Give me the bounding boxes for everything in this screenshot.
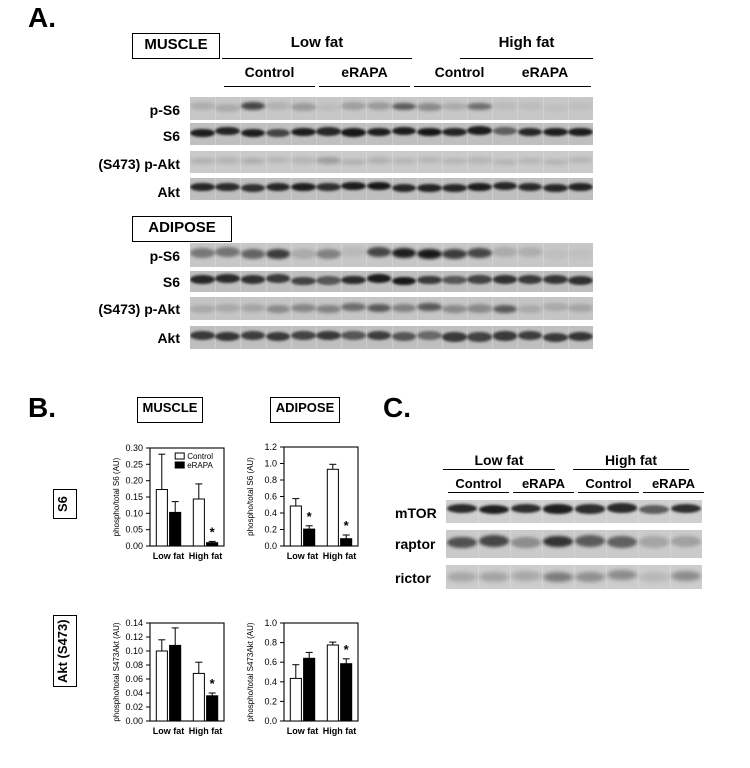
svg-text:*: * bbox=[210, 524, 216, 539]
svg-text:0.0: 0.0 bbox=[264, 716, 277, 726]
svg-text:High fat: High fat bbox=[323, 726, 357, 736]
svg-text:phospho/total S473Akt (AU): phospho/total S473Akt (AU) bbox=[112, 622, 121, 722]
svg-text:Low fat: Low fat bbox=[287, 551, 319, 561]
svg-text:0.12: 0.12 bbox=[125, 632, 143, 642]
svg-text:0.05: 0.05 bbox=[125, 525, 143, 535]
svg-text:*: * bbox=[344, 518, 350, 533]
svg-text:phospho/total S6 (AU): phospho/total S6 (AU) bbox=[246, 457, 255, 536]
svg-text:High fat: High fat bbox=[323, 551, 357, 561]
svg-text:*: * bbox=[307, 509, 313, 524]
svg-text:0.14: 0.14 bbox=[125, 618, 143, 628]
svg-text:0.15: 0.15 bbox=[125, 492, 143, 502]
svg-text:*: * bbox=[210, 676, 216, 691]
svg-text:0.2: 0.2 bbox=[264, 696, 277, 706]
svg-text:phospho/total S473Akt (AU): phospho/total S473Akt (AU) bbox=[246, 622, 255, 722]
svg-text:1.0: 1.0 bbox=[264, 459, 277, 469]
svg-text:High fat: High fat bbox=[189, 551, 223, 561]
svg-text:0.10: 0.10 bbox=[125, 508, 143, 518]
svg-text:0.30: 0.30 bbox=[125, 443, 143, 453]
svg-text:1.2: 1.2 bbox=[264, 442, 277, 452]
svg-text:0.20: 0.20 bbox=[125, 476, 143, 486]
svg-text:0.04: 0.04 bbox=[125, 688, 143, 698]
svg-text:0.6: 0.6 bbox=[264, 657, 277, 667]
svg-text:Control: Control bbox=[187, 452, 213, 461]
svg-text:0.02: 0.02 bbox=[125, 702, 143, 712]
svg-text:phospho/total S6 (AU): phospho/total S6 (AU) bbox=[112, 457, 121, 536]
svg-text:1.0: 1.0 bbox=[264, 618, 277, 628]
svg-text:0.25: 0.25 bbox=[125, 459, 143, 469]
svg-text:eRAPA: eRAPA bbox=[187, 461, 213, 470]
svg-text:0.06: 0.06 bbox=[125, 674, 143, 684]
svg-text:0.10: 0.10 bbox=[125, 646, 143, 656]
svg-text:Low fat: Low fat bbox=[153, 726, 185, 736]
svg-text:0.8: 0.8 bbox=[264, 638, 277, 648]
svg-text:0.8: 0.8 bbox=[264, 475, 277, 485]
svg-text:*: * bbox=[344, 642, 350, 657]
svg-text:0.08: 0.08 bbox=[125, 660, 143, 670]
svg-text:Low fat: Low fat bbox=[287, 726, 319, 736]
svg-text:0.6: 0.6 bbox=[264, 492, 277, 502]
svg-text:0.00: 0.00 bbox=[125, 716, 143, 726]
svg-text:Low fat: Low fat bbox=[153, 551, 185, 561]
svg-text:0.2: 0.2 bbox=[264, 525, 277, 535]
svg-text:0.00: 0.00 bbox=[125, 541, 143, 551]
svg-text:0.4: 0.4 bbox=[264, 677, 277, 687]
svg-text:0.4: 0.4 bbox=[264, 508, 277, 518]
svg-text:0.0: 0.0 bbox=[264, 541, 277, 551]
svg-text:High fat: High fat bbox=[189, 726, 223, 736]
